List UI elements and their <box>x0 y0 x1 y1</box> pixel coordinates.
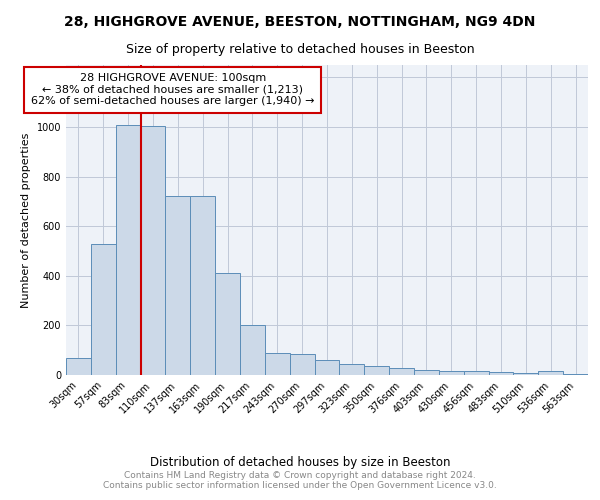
Bar <box>166 196 190 375</box>
Bar <box>66 358 91 375</box>
Text: Size of property relative to detached houses in Beeston: Size of property relative to detached ho… <box>125 42 475 56</box>
Bar <box>538 372 563 375</box>
Bar <box>464 372 488 375</box>
Bar <box>488 372 514 375</box>
Bar <box>389 368 414 375</box>
Bar <box>265 352 290 375</box>
Bar <box>290 354 314 375</box>
Bar <box>514 372 538 375</box>
Text: Distribution of detached houses by size in Beeston: Distribution of detached houses by size … <box>150 456 450 469</box>
Text: 28, HIGHGROVE AVENUE, BEESTON, NOTTINGHAM, NG9 4DN: 28, HIGHGROVE AVENUE, BEESTON, NOTTINGHA… <box>64 15 536 29</box>
Text: 28 HIGHGROVE AVENUE: 100sqm
← 38% of detached houses are smaller (1,213)
62% of : 28 HIGHGROVE AVENUE: 100sqm ← 38% of det… <box>31 73 314 106</box>
Bar <box>340 364 364 375</box>
Bar <box>439 370 464 375</box>
Text: Contains HM Land Registry data © Crown copyright and database right 2024.
Contai: Contains HM Land Registry data © Crown c… <box>103 470 497 490</box>
Bar <box>563 374 588 375</box>
Bar <box>190 196 215 375</box>
Y-axis label: Number of detached properties: Number of detached properties <box>21 132 31 308</box>
Bar <box>414 370 439 375</box>
Bar <box>116 124 140 375</box>
Bar <box>91 244 116 375</box>
Bar <box>215 274 240 375</box>
Bar <box>314 360 340 375</box>
Bar <box>240 326 265 375</box>
Bar <box>140 126 166 375</box>
Bar <box>364 366 389 375</box>
